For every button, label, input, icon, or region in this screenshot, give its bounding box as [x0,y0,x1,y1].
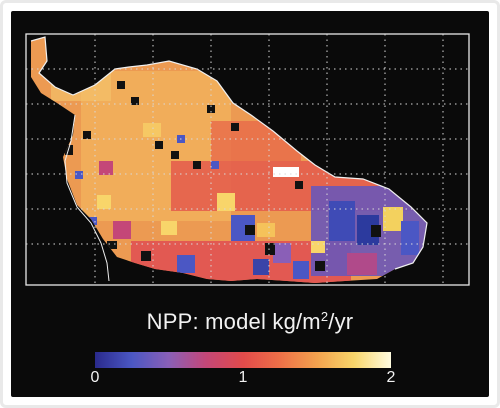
title-exponent: 2 [320,309,329,324]
figure-title: NPP: model kg/m2/yr [11,309,489,335]
west-coastline [64,114,110,282]
coastline [30,36,428,270]
title-prefix: NPP: model kg/m [146,309,321,334]
colorbar-tick-0: 0 [90,369,100,386]
figure-panel: NPP: model kg/m2/yr 0 1 2 [11,11,489,397]
map-frame [25,33,470,286]
colorbar [95,352,391,368]
colorbar-gradient [95,352,391,368]
colorbar-tick-1: 1 [238,369,248,386]
graticule [26,34,469,285]
npp-map [25,33,470,286]
colorbar-tick-2: 2 [386,369,396,386]
title-suffix: /yr [328,309,354,334]
